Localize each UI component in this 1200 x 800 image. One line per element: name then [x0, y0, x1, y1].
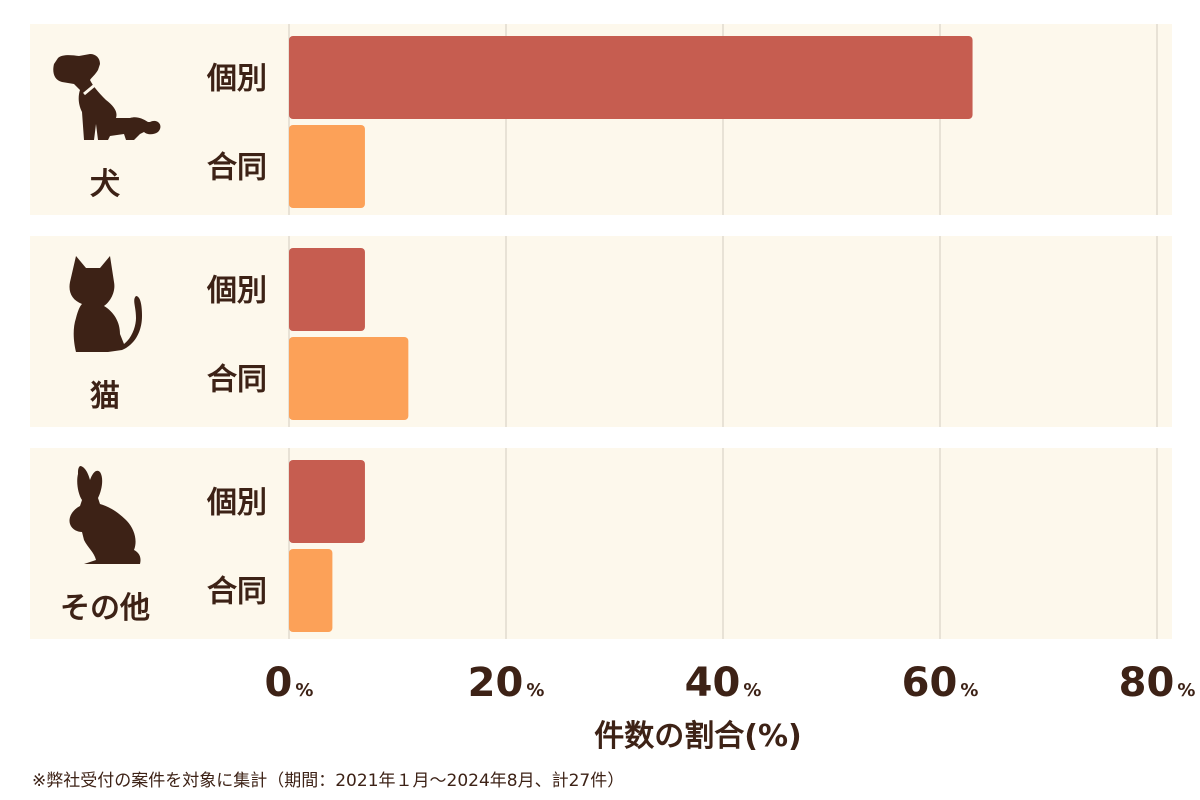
- bar: [289, 36, 973, 119]
- x-axis-title: 件数の割合(%): [594, 719, 801, 754]
- x-tick-label: 80%: [1119, 660, 1196, 706]
- bar: [289, 549, 333, 632]
- rabbit-icon: [69, 466, 141, 564]
- dog-collar: [83, 82, 97, 96]
- bar: [289, 248, 365, 331]
- x-tick-label: 40%: [685, 660, 762, 706]
- bar: [289, 125, 365, 208]
- x-tick-label: 60%: [902, 660, 979, 706]
- group-panel: [30, 236, 1172, 427]
- group-label: その他: [60, 591, 150, 626]
- x-tick-label: 20%: [468, 660, 545, 706]
- dog-icon: [53, 54, 161, 140]
- group-panel: [30, 448, 1172, 639]
- bar-label: 合同: [207, 151, 267, 186]
- footnote: ※弊社受付の案件を対象に集計（期間：2021年１月～2024年8月、計27件）: [32, 771, 625, 791]
- bar-label: 合同: [207, 575, 267, 610]
- bar-label: 合同: [207, 363, 267, 398]
- bar: [289, 337, 409, 420]
- bar-label: 個別: [206, 274, 267, 309]
- group-label: 猫: [90, 379, 120, 414]
- group-label: 犬: [90, 167, 120, 202]
- cat-icon: [69, 256, 142, 352]
- bar-label: 個別: [206, 62, 267, 97]
- bar: [289, 460, 365, 543]
- bar-label: 個別: [206, 486, 267, 521]
- x-tick-label: 0%: [265, 660, 314, 706]
